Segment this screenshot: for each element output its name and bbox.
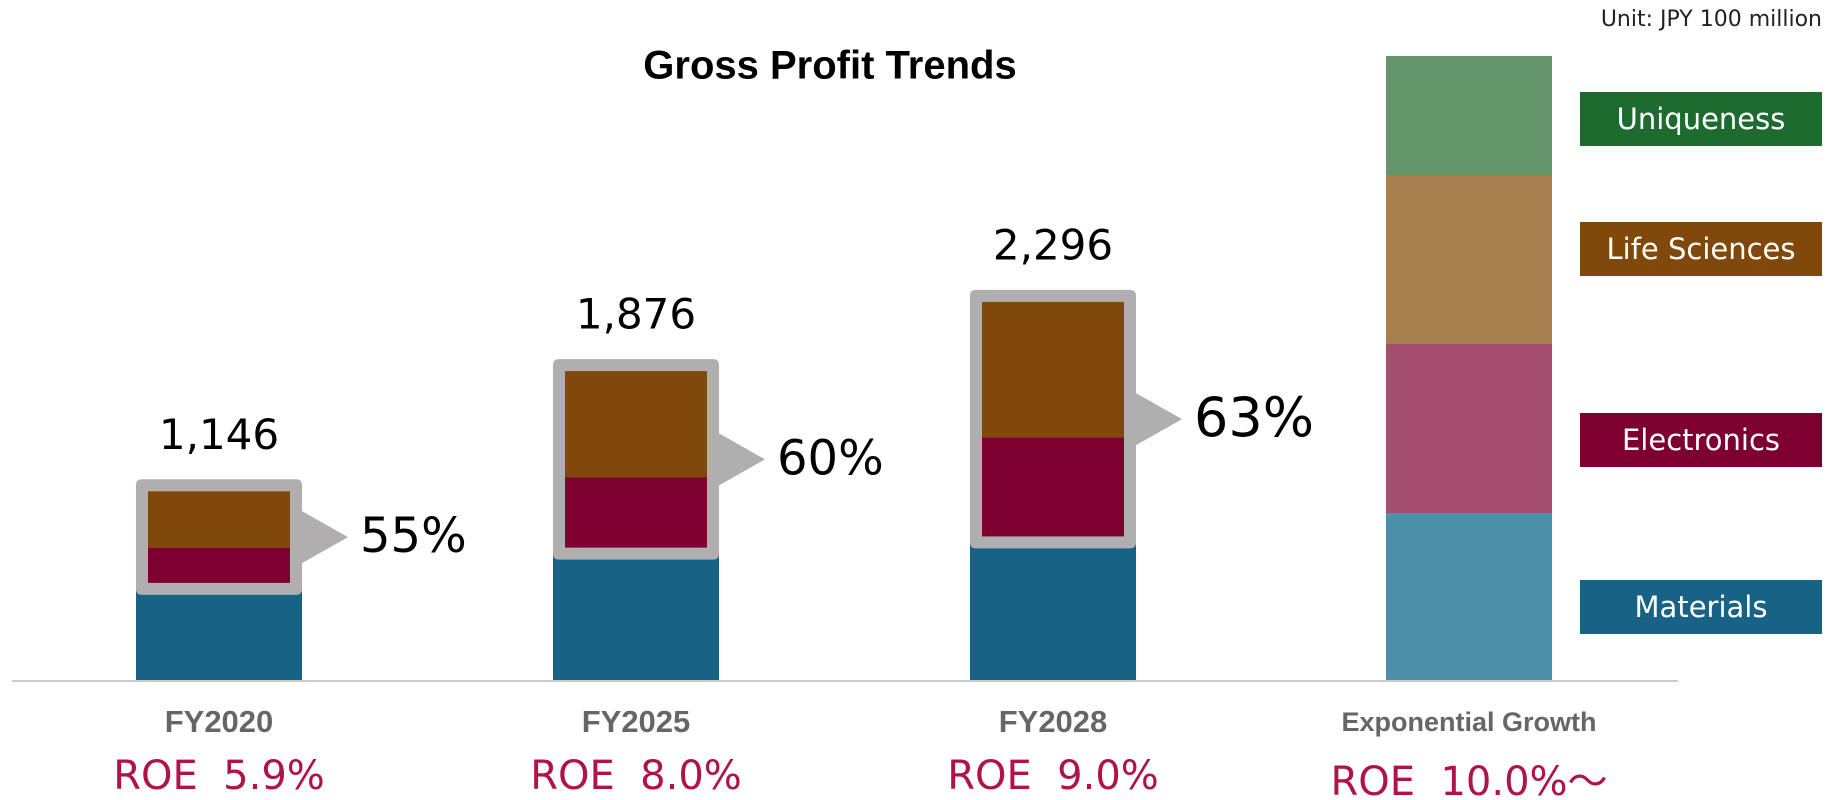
bar-segment — [565, 371, 707, 478]
bar-segment — [148, 547, 290, 583]
bar-segment — [982, 301, 1124, 438]
legend-swatch — [1580, 413, 1822, 467]
bar-segment — [136, 582, 302, 680]
bar-segment — [553, 547, 719, 680]
x-tick-label: FY2025 — [582, 704, 691, 739]
bar-segment — [148, 491, 290, 548]
total-label: 1,146 — [159, 410, 279, 459]
chart-title: Gross Profit Trends — [643, 44, 1016, 88]
share-label: 63% — [1194, 386, 1314, 449]
legend-swatch — [1580, 222, 1822, 276]
legend-label: Electronics — [1622, 423, 1780, 457]
share-label: 60% — [777, 430, 884, 486]
total-label: 2,296 — [993, 220, 1113, 269]
roe-label: ROE 9.0% — [947, 753, 1159, 799]
x-tick-label: FY2028 — [999, 704, 1108, 739]
total-label: 1,876 — [576, 290, 696, 339]
growth-segment — [1386, 344, 1552, 513]
bar-segment — [565, 477, 707, 548]
bar-segment — [982, 437, 1124, 537]
legend-swatch — [1580, 92, 1822, 146]
bar-segment — [970, 536, 1136, 680]
x-tick-label: FY2020 — [165, 704, 274, 739]
growth-segment — [1386, 56, 1552, 175]
growth-segment — [1386, 175, 1552, 344]
roe-label: ROE 5.9% — [113, 753, 325, 799]
legend-swatch — [1580, 580, 1822, 634]
legend-label: Materials — [1635, 590, 1768, 624]
x-tick-label: Exponential Growth — [1341, 707, 1596, 737]
share-label: 55% — [360, 508, 467, 564]
growth-segment — [1386, 513, 1552, 680]
legend-label: Life Sciences — [1606, 232, 1795, 266]
roe-label: ROE 8.0% — [530, 753, 742, 799]
legend-label: Uniqueness — [1617, 102, 1786, 136]
unit-note: Unit: JPY 100 million — [1601, 7, 1822, 32]
roe-label: ROE 10.0%～ — [1330, 759, 1607, 800]
